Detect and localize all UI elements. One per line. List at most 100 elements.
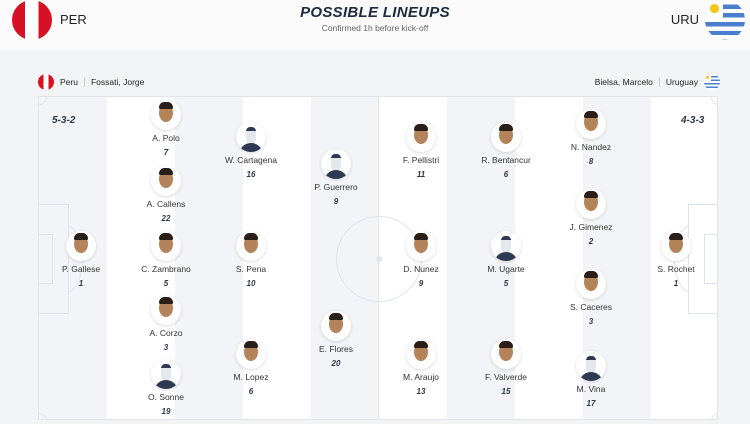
player-avatar-icon bbox=[151, 359, 181, 389]
home-player[interactable]: M. Lopez 6 bbox=[206, 339, 296, 396]
divider bbox=[83, 77, 85, 87]
player-number: 11 bbox=[416, 170, 426, 179]
away-player[interactable]: F. Pellistri 11 bbox=[376, 122, 466, 179]
player-number: 9 bbox=[333, 197, 339, 206]
player-number: 1 bbox=[673, 279, 679, 288]
away-team-name: Uruguay bbox=[665, 77, 698, 87]
home-team-info: Peru Fossati, Jorge bbox=[38, 74, 144, 90]
player-avatar-icon bbox=[236, 339, 266, 369]
player-number: 22 bbox=[161, 214, 171, 223]
player-name: S. Caceres bbox=[569, 302, 613, 312]
player-name: M. Lopez bbox=[233, 372, 269, 382]
player-name: A. Polo bbox=[152, 133, 180, 143]
player-name: A. Corzo bbox=[149, 328, 183, 338]
player-avatar-icon bbox=[576, 351, 606, 381]
away-team-code: URU bbox=[670, 12, 699, 27]
pitch-stripe bbox=[175, 97, 243, 419]
player-avatar-icon bbox=[151, 231, 181, 261]
page-title: POSSIBLE LINEUPS bbox=[300, 4, 450, 21]
pitch-stripe bbox=[515, 97, 583, 419]
player-name: J. Gimenez bbox=[569, 222, 613, 232]
player-number: 6 bbox=[248, 387, 254, 396]
player-name: M. Vina bbox=[576, 384, 606, 394]
player-number: 7 bbox=[163, 148, 169, 157]
corner-arc bbox=[711, 413, 717, 419]
home-team-name: Peru bbox=[60, 77, 78, 87]
player-name: A. Callens bbox=[146, 199, 186, 209]
left-goal-box bbox=[39, 234, 53, 284]
player-name: D. Nunez bbox=[403, 264, 439, 274]
player-number: 10 bbox=[246, 279, 256, 288]
away-player[interactable]: J. Gimenez 2 bbox=[546, 189, 636, 246]
home-player[interactable]: A. Callens 22 bbox=[121, 166, 211, 223]
home-player[interactable]: A. Corzo 3 bbox=[121, 295, 211, 352]
home-coach: Fossati, Jorge bbox=[90, 77, 145, 87]
player-name: R. Bentancur bbox=[481, 155, 531, 165]
player-avatar-icon bbox=[491, 122, 521, 152]
right-penalty-box bbox=[688, 204, 717, 314]
player-number: 5 bbox=[163, 279, 169, 288]
player-avatar-icon bbox=[576, 189, 606, 219]
player-avatar-icon bbox=[66, 231, 96, 261]
player-avatar-icon bbox=[406, 231, 436, 261]
right-goal-box bbox=[704, 234, 717, 284]
player-number: 17 bbox=[586, 399, 596, 408]
home-player[interactable]: P. Guerrero 9 bbox=[291, 149, 381, 206]
player-number: 19 bbox=[161, 407, 171, 416]
home-formation: 5-3-2 bbox=[52, 115, 76, 126]
player-name: S. Pena bbox=[235, 264, 267, 274]
player-number: 1 bbox=[78, 279, 84, 288]
away-formation: 4-3-3 bbox=[681, 115, 705, 126]
page-subtitle: Confirmed 1h before kick-off bbox=[321, 23, 429, 33]
player-name: F. Pellistri bbox=[402, 155, 440, 165]
player-number: 3 bbox=[588, 317, 594, 326]
player-avatar-icon bbox=[406, 339, 436, 369]
peru-flag-icon bbox=[38, 74, 54, 90]
away-player[interactable]: D. Nunez 9 bbox=[376, 231, 466, 288]
uruguay-flag-icon bbox=[705, 0, 745, 40]
uruguay-flag-icon bbox=[704, 74, 720, 90]
player-number: 5 bbox=[503, 279, 509, 288]
home-team-code: PER bbox=[60, 12, 87, 27]
player-avatar-icon bbox=[406, 122, 436, 152]
player-avatar-icon bbox=[151, 100, 181, 130]
away-player[interactable]: S. Rochet 1 bbox=[631, 231, 721, 288]
away-player[interactable]: S. Caceres 3 bbox=[546, 269, 636, 326]
player-avatar-icon bbox=[661, 231, 691, 261]
home-player[interactable]: A. Polo 7 bbox=[121, 100, 211, 157]
center-spot bbox=[376, 256, 382, 262]
player-number: 9 bbox=[418, 279, 424, 288]
home-player[interactable]: E. Flores 20 bbox=[291, 311, 381, 368]
away-player[interactable]: M. Araujo 13 bbox=[376, 339, 466, 396]
divider bbox=[658, 77, 660, 87]
player-name: N. Nandez bbox=[570, 142, 612, 152]
player-number: 2 bbox=[588, 237, 594, 246]
away-player[interactable]: M. Vina 17 bbox=[546, 351, 636, 408]
player-name: F. Valverde bbox=[485, 372, 527, 382]
home-player[interactable]: O. Sonne 19 bbox=[121, 359, 211, 416]
player-name: O. Sonne bbox=[148, 392, 184, 402]
player-avatar-icon bbox=[576, 109, 606, 139]
away-team-info: Bielsa, Marcelo Uruguay bbox=[595, 74, 720, 90]
player-avatar-icon bbox=[236, 122, 266, 152]
away-player[interactable]: M. Ugarte 5 bbox=[461, 231, 551, 288]
player-number: 3 bbox=[163, 343, 169, 352]
match-header: PER POSSIBLE LINEUPS Confirmed 1h before… bbox=[0, 0, 750, 50]
away-player[interactable]: F. Valverde 15 bbox=[461, 339, 551, 396]
home-player[interactable]: W. Cartagena 16 bbox=[206, 122, 296, 179]
home-player[interactable]: C. Zambrano 5 bbox=[121, 231, 211, 288]
away-player[interactable]: R. Bentancur 6 bbox=[461, 122, 551, 179]
player-avatar-icon bbox=[151, 166, 181, 196]
player-name: M. Araujo bbox=[403, 372, 439, 382]
player-avatar-icon bbox=[491, 339, 521, 369]
player-name: P. Guerrero bbox=[314, 182, 358, 192]
player-avatar-icon bbox=[321, 311, 351, 341]
player-number: 15 bbox=[501, 387, 511, 396]
away-player[interactable]: N. Nandez 8 bbox=[546, 109, 636, 166]
home-player[interactable]: S. Pena 10 bbox=[206, 231, 296, 288]
player-avatar-icon bbox=[236, 231, 266, 261]
player-name: P. Gallese bbox=[61, 264, 101, 274]
player-name: W. Cartagena bbox=[225, 155, 277, 165]
player-name: S. Rochet bbox=[657, 264, 695, 274]
home-player[interactable]: P. Gallese 1 bbox=[36, 231, 126, 288]
